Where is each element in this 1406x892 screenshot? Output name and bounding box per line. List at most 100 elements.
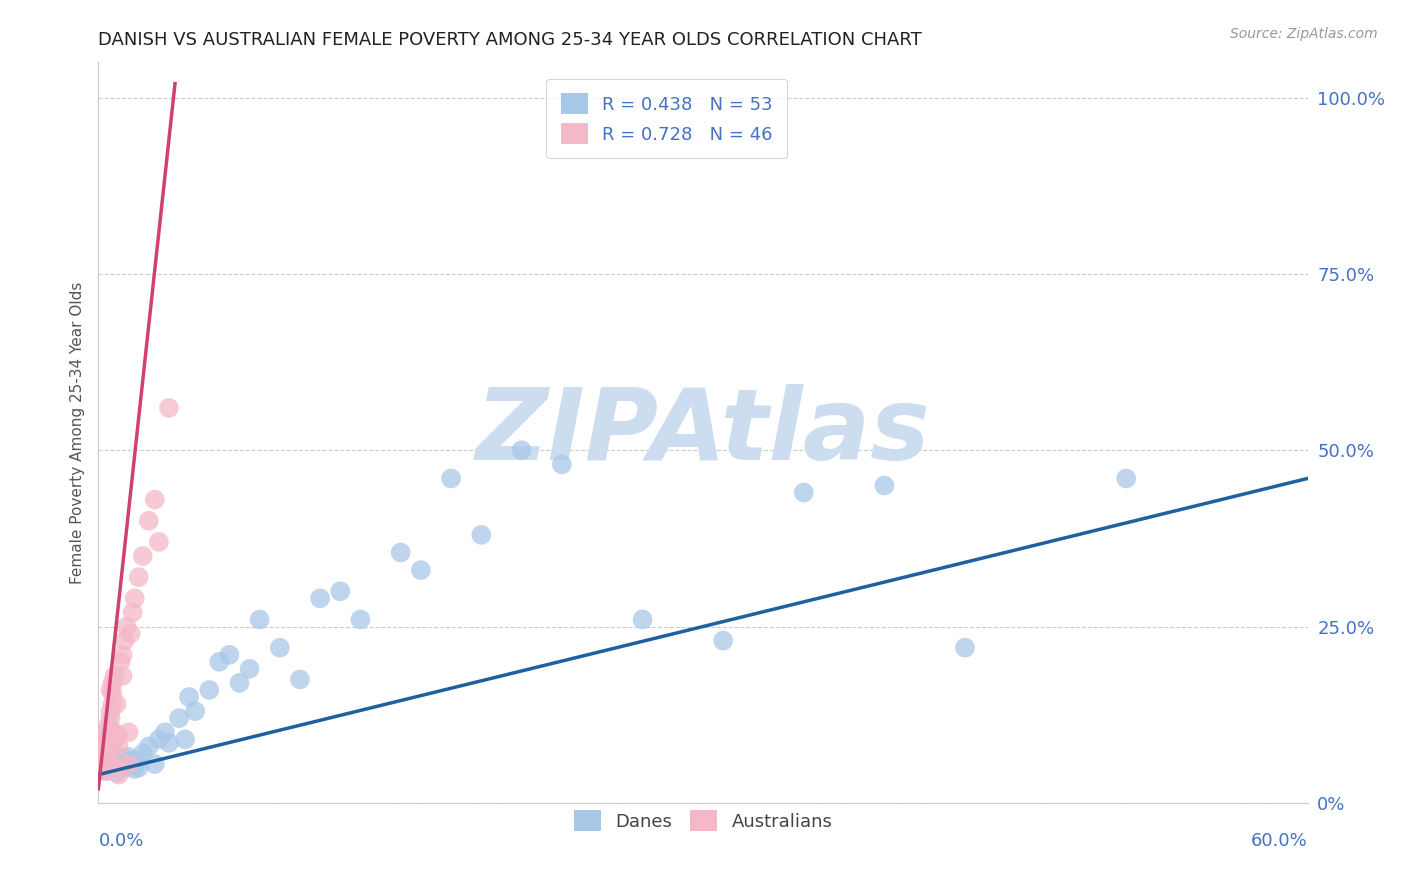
Point	[118, 757, 141, 772]
Point	[120, 754, 142, 768]
Point	[111, 669, 134, 683]
Point	[101, 759, 124, 773]
Point	[125, 754, 148, 768]
Point	[91, 757, 114, 772]
Point	[115, 619, 138, 633]
Point	[249, 612, 271, 626]
Point	[105, 729, 128, 743]
Point	[100, 711, 122, 725]
Point	[288, 673, 311, 687]
Point	[114, 760, 136, 774]
Point	[138, 514, 160, 528]
Text: Source: ZipAtlas.com: Source: ZipAtlas.com	[1230, 27, 1378, 41]
Point	[143, 757, 166, 772]
Point	[118, 750, 141, 764]
Point	[153, 725, 176, 739]
Point	[93, 750, 115, 764]
Point	[309, 591, 332, 606]
Point	[409, 563, 432, 577]
Point	[101, 676, 124, 690]
Point	[138, 739, 160, 754]
Point	[96, 757, 118, 772]
Point	[97, 729, 120, 743]
Legend: Danes, Australians: Danes, Australians	[567, 803, 839, 838]
Point	[103, 669, 125, 683]
Point	[114, 633, 136, 648]
Point	[107, 760, 129, 774]
Point	[389, 545, 412, 559]
Point	[631, 612, 654, 626]
Point	[132, 549, 155, 563]
Point	[96, 725, 118, 739]
Point	[93, 764, 115, 778]
Point	[124, 591, 146, 606]
Point	[121, 757, 143, 772]
Text: 60.0%: 60.0%	[1251, 832, 1308, 850]
Point	[110, 655, 132, 669]
Point	[143, 492, 166, 507]
Point	[101, 686, 124, 700]
Point	[93, 739, 115, 754]
Point	[100, 762, 122, 776]
Point	[91, 760, 114, 774]
Point	[239, 662, 262, 676]
Point	[198, 683, 221, 698]
Text: 0.0%: 0.0%	[98, 832, 143, 850]
Point	[97, 743, 120, 757]
Point	[873, 478, 896, 492]
Point	[96, 732, 118, 747]
Point	[128, 570, 150, 584]
Point	[93, 754, 115, 768]
Point	[110, 757, 132, 772]
Point	[111, 754, 134, 768]
Point	[100, 683, 122, 698]
Text: DANISH VS AUSTRALIAN FEMALE POVERTY AMONG 25-34 YEAR OLDS CORRELATION CHART: DANISH VS AUSTRALIAN FEMALE POVERTY AMON…	[98, 31, 922, 49]
Point	[174, 732, 197, 747]
Point	[107, 729, 129, 743]
Point	[111, 648, 134, 662]
Point	[208, 655, 231, 669]
Point	[551, 458, 574, 472]
Point	[97, 757, 120, 772]
Point	[100, 704, 122, 718]
Point	[132, 747, 155, 761]
Point	[269, 640, 291, 655]
Point	[349, 612, 371, 626]
Point	[105, 697, 128, 711]
Text: ZIPAtlas: ZIPAtlas	[475, 384, 931, 481]
Point	[148, 535, 170, 549]
Point	[101, 697, 124, 711]
Point	[711, 633, 734, 648]
Point	[157, 401, 180, 415]
Point	[440, 471, 463, 485]
Point	[103, 725, 125, 739]
Point	[91, 760, 114, 774]
Point	[510, 443, 533, 458]
Point	[115, 755, 138, 769]
Point	[103, 732, 125, 747]
Point	[120, 626, 142, 640]
Point	[470, 528, 492, 542]
Point	[89, 754, 111, 768]
Point	[107, 739, 129, 754]
Point	[107, 750, 129, 764]
Point	[228, 676, 250, 690]
Point	[96, 764, 118, 778]
Point	[96, 747, 118, 761]
Point	[124, 762, 146, 776]
Y-axis label: Female Poverty Among 25-34 Year Olds: Female Poverty Among 25-34 Year Olds	[69, 282, 84, 583]
Point	[1115, 471, 1137, 485]
Point	[97, 736, 120, 750]
Point	[107, 760, 129, 774]
Point	[179, 690, 201, 704]
Point	[148, 732, 170, 747]
Point	[105, 765, 128, 780]
Point	[329, 584, 352, 599]
Point	[103, 755, 125, 769]
Point	[121, 606, 143, 620]
Point	[97, 718, 120, 732]
Point	[128, 760, 150, 774]
Point	[97, 754, 120, 768]
Point	[793, 485, 815, 500]
Point	[184, 704, 207, 718]
